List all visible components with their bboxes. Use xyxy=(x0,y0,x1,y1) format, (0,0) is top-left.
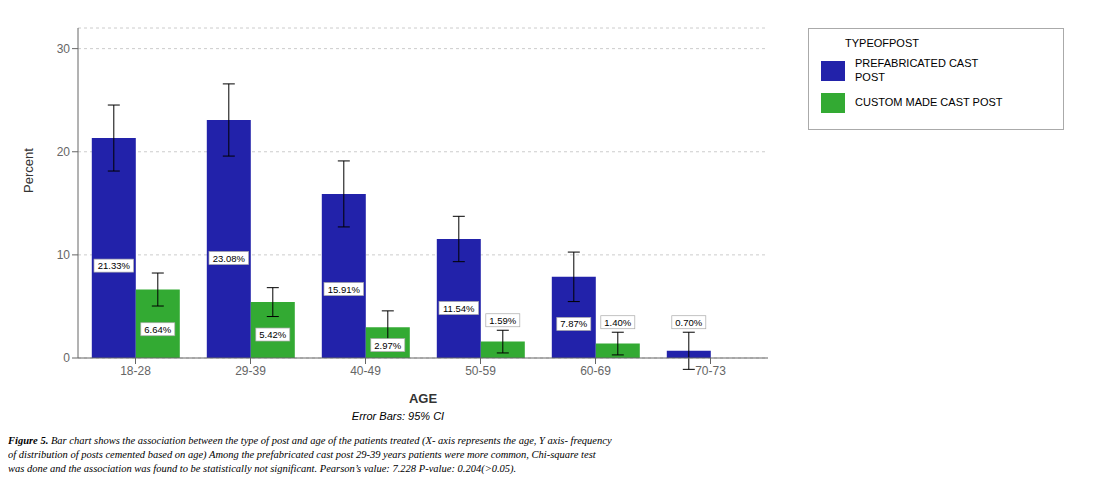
svg-text:11.54%: 11.54% xyxy=(443,303,475,314)
svg-text:30: 30 xyxy=(57,42,71,56)
svg-text:0.70%: 0.70% xyxy=(675,317,702,328)
html-text:Figure 5. Bar chart shows the: Figure 5. Bar chart shows the associatio… xyxy=(8,435,612,474)
html-text:TYPEOFPOST: TYPEOFPOST xyxy=(845,37,919,49)
svg-text:50-59: 50-59 xyxy=(465,364,496,378)
svg-text:23.08%: 23.08% xyxy=(213,253,246,264)
svg-text:21.33%: 21.33% xyxy=(98,260,131,271)
html-text:PREFABRICATED CAST POST: PREFABRICATED CAST POST xyxy=(855,57,979,83)
svg-text:Percent: Percent xyxy=(21,148,36,193)
svg-text:1.40%: 1.40% xyxy=(604,317,631,328)
svg-text:20: 20 xyxy=(57,145,71,159)
svg-text:7.87%: 7.87% xyxy=(560,318,587,329)
svg-text:60-69: 60-69 xyxy=(580,364,611,378)
svg-text:0: 0 xyxy=(63,351,70,365)
svg-text:18-28: 18-28 xyxy=(120,364,151,378)
svg-text:AGE: AGE xyxy=(409,391,438,406)
svg-text:1.59%: 1.59% xyxy=(489,315,516,326)
svg-text:10: 10 xyxy=(57,248,71,262)
html-text:Error Bars: 95% CI: Error Bars: 95% CI xyxy=(351,410,445,422)
svg-text:2.97%: 2.97% xyxy=(374,340,401,351)
svg-text:40-49: 40-49 xyxy=(350,364,381,378)
html-text:CUSTOM MADE CAST POST: CUSTOM MADE CAST POST xyxy=(855,95,1003,108)
svg-text:29-39: 29-39 xyxy=(235,364,266,378)
svg-text:15.91%: 15.91% xyxy=(328,284,361,295)
svg-text:5.42%: 5.42% xyxy=(259,329,286,340)
svg-text:6.64%: 6.64% xyxy=(144,324,171,335)
svg-text:70-73: 70-73 xyxy=(695,364,726,378)
